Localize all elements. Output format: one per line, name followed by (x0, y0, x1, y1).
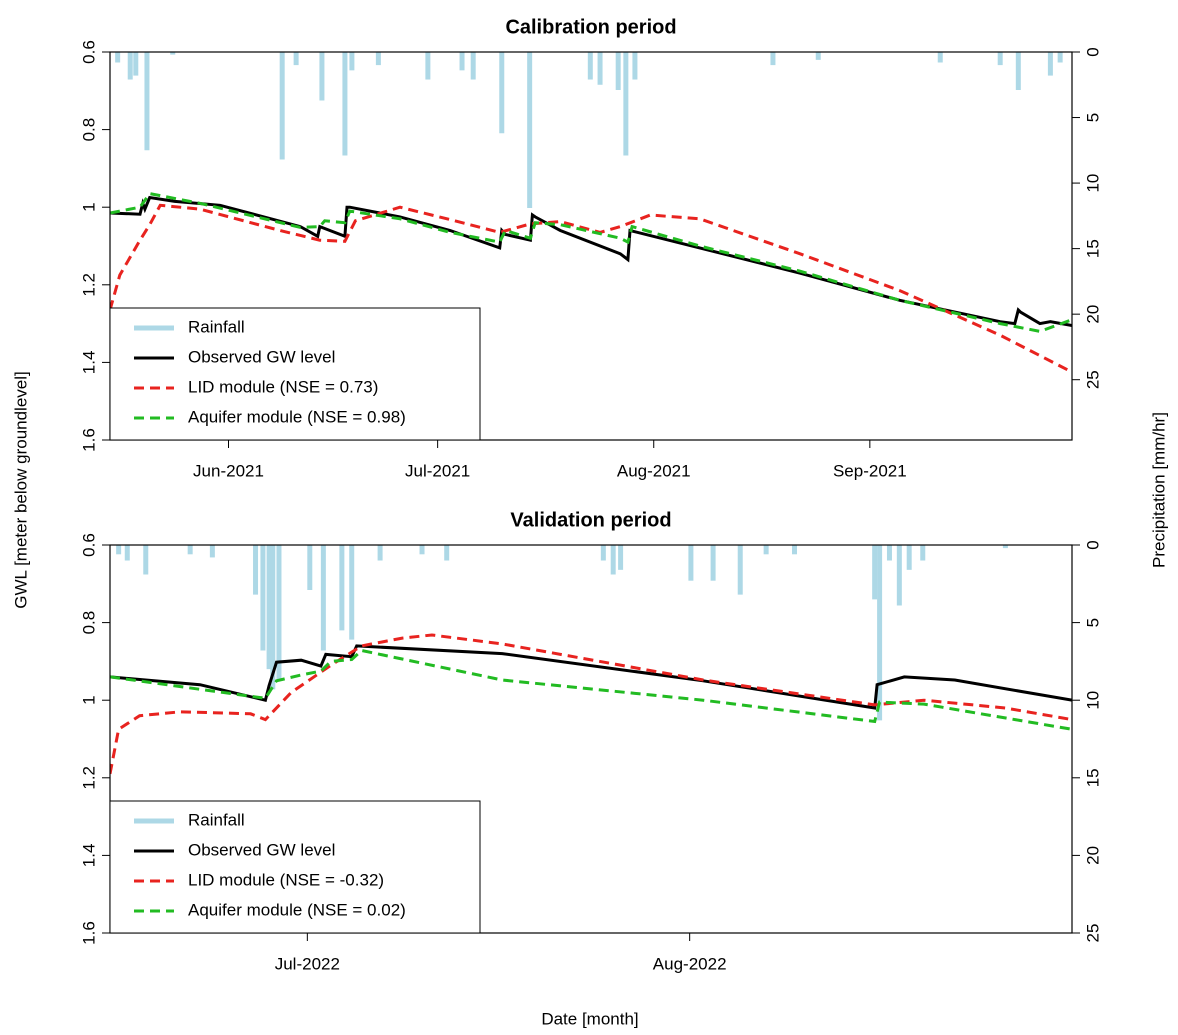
y-tick-label: 1.6 (79, 921, 98, 945)
legend-label: Observed GW level (188, 840, 335, 859)
y-tick-label: 1.2 (79, 766, 98, 790)
x-axis-label: Date [month] (541, 1009, 638, 1028)
plot-area (110, 52, 1072, 374)
legend-label: Rainfall (188, 317, 245, 336)
y-tick-label: 0.8 (79, 611, 98, 635)
chart-title: Calibration period (505, 16, 676, 38)
legend-label: Observed GW level (188, 347, 335, 366)
chart-title: Validation period (510, 509, 671, 531)
y2-tick-label: 15 (1083, 768, 1102, 787)
y-tick-label: 1.6 (79, 428, 98, 452)
y2-tick-label: 5 (1083, 618, 1102, 627)
plot-area (110, 545, 1072, 775)
y-tick-label: 0.8 (79, 118, 98, 142)
x-tick-label: Aug-2022 (653, 954, 727, 973)
x-tick-label: Jun-2021 (193, 461, 264, 480)
y2-tick-label: 0 (1083, 47, 1102, 56)
legend-label: Rainfall (188, 810, 245, 829)
y-tick-label: 1 (79, 695, 98, 704)
y-tick-label: 0.6 (79, 533, 98, 557)
y2-tick-label: 20 (1083, 846, 1102, 865)
x-tick-label: Sep-2021 (833, 461, 907, 480)
legend-label: Aquifer module (NSE = 0.98) (188, 407, 406, 426)
y2-tick-label: 25 (1083, 924, 1102, 943)
legend-label: LID module (NSE = 0.73) (188, 377, 378, 396)
y-tick-label: 1.4 (79, 844, 98, 868)
y2-tick-label: 0 (1083, 540, 1102, 549)
y-tick-label: 1.4 (79, 351, 98, 375)
legend-label: LID module (NSE = -0.32) (188, 870, 384, 889)
y2-axis-label: Precipitation [mm/hr] (1149, 412, 1168, 568)
y2-tick-label: 10 (1083, 174, 1102, 193)
y-tick-label: 1 (79, 202, 98, 211)
y2-tick-label: 25 (1083, 370, 1102, 389)
y2-tick-label: 15 (1083, 239, 1102, 258)
legend-label: Aquifer module (NSE = 0.02) (188, 900, 406, 919)
series-group (110, 52, 1072, 374)
x-tick-label: Jul-2022 (275, 954, 340, 973)
series-group (110, 545, 1072, 775)
plot-border (109, 544, 1073, 934)
x-tick-label: Jul-2021 (405, 461, 470, 480)
plot-border (109, 51, 1073, 441)
series-line (110, 644, 1072, 710)
series-line (110, 191, 1072, 333)
y-tick-label: 0.6 (79, 40, 98, 64)
y2-tick-label: 5 (1083, 113, 1102, 122)
series-line (110, 648, 1072, 731)
x-tick-label: Aug-2021 (617, 461, 691, 480)
y2-tick-label: 20 (1083, 305, 1102, 324)
y-axis-label: GWL [meter below groundlevel] (11, 371, 30, 608)
y-tick-label: 1.2 (79, 273, 98, 297)
y2-tick-label: 10 (1083, 691, 1102, 710)
